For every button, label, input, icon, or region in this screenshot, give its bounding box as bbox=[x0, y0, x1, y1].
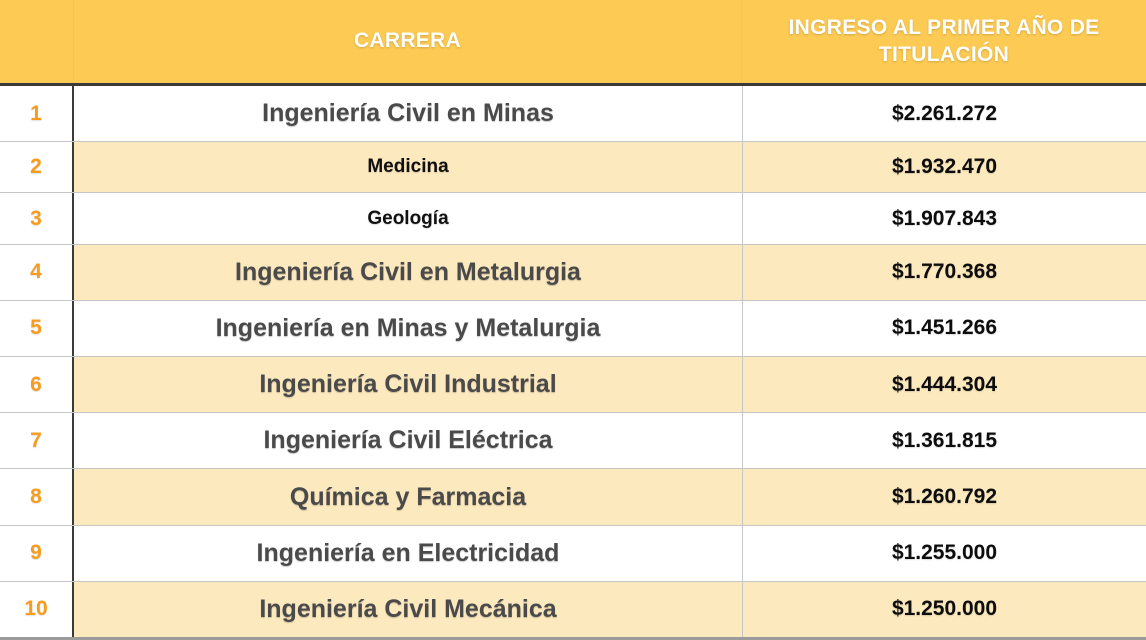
career-name: Ingeniería Civil en Metalurgia bbox=[235, 257, 581, 286]
income-cell: $1.907.843 bbox=[742, 193, 1146, 244]
career-header-label: CARRERA bbox=[353, 29, 462, 53]
income-header-label: INGRESO AL PRIMER AÑO DE TITULACIÓN bbox=[788, 16, 1100, 66]
table-row: 9 Ingeniería en Electricidad $1.255.000 bbox=[0, 524, 1146, 581]
career-cell: Ingeniería Civil Industrial bbox=[74, 357, 742, 413]
income-header-cell: INGRESO AL PRIMER AÑO DE TITULACIÓN bbox=[742, 0, 1146, 83]
table-header-row: CARRERA INGRESO AL PRIMER AÑO DE TITULAC… bbox=[0, 0, 1146, 86]
income-cell: $1.250.000 bbox=[742, 581, 1146, 638]
career-cell: Ingeniería Civil en Minas bbox=[74, 86, 742, 141]
career-cell: Ingeniería en Minas y Metalurgia bbox=[74, 301, 742, 356]
income-cell: $1.255.000 bbox=[742, 525, 1146, 581]
rank-cell: 6 bbox=[0, 357, 74, 413]
income-cell: $1.932.470 bbox=[742, 142, 1146, 193]
rank-number: 5 bbox=[30, 316, 42, 340]
career-name: Geología bbox=[367, 207, 449, 229]
income-cell: $1.361.815 bbox=[742, 413, 1146, 469]
career-cell: Ingeniería Civil Mecánica bbox=[74, 581, 742, 638]
rank-cell: 8 bbox=[0, 469, 74, 525]
career-name: Química y Farmacia bbox=[289, 482, 527, 511]
rank-cell: 10 bbox=[0, 581, 74, 638]
table-row: 1 Ingeniería Civil en Minas $2.261.272 bbox=[0, 86, 1146, 142]
career-cell: Geología bbox=[74, 193, 742, 243]
rank-number: 6 bbox=[30, 372, 42, 396]
career-name: Ingeniería en Minas y Metalurgia bbox=[215, 313, 601, 342]
rank-cell: 4 bbox=[0, 244, 74, 300]
rank-cell: 2 bbox=[0, 142, 74, 193]
income-value: $1.444.304 bbox=[891, 372, 998, 396]
career-header-cell: CARRERA bbox=[74, 0, 742, 83]
career-cell: Ingeniería Civil en Metalurgia bbox=[74, 244, 742, 300]
career-name: Ingeniería Civil Mecánica bbox=[259, 594, 557, 623]
rank-cell: 5 bbox=[0, 300, 74, 357]
table-row: 6 Ingeniería Civil Industrial $1.444.304 bbox=[0, 356, 1146, 413]
rank-number: 1 bbox=[30, 101, 42, 125]
table-row: 7 Ingeniería Civil Eléctrica $1.361.815 bbox=[0, 412, 1146, 469]
income-cell: $1.451.266 bbox=[742, 300, 1146, 357]
career-name: Ingeniería Civil en Minas bbox=[262, 99, 554, 128]
income-value: $1.451.266 bbox=[891, 316, 998, 340]
table-row: 10 Ingeniería Civil Mecánica $1.250.000 bbox=[0, 580, 1146, 638]
income-cell: $1.444.304 bbox=[742, 357, 1146, 413]
career-cell: Ingeniería Civil Eléctrica bbox=[74, 413, 742, 468]
rank-number: 8 bbox=[30, 485, 42, 509]
income-cell: $1.770.368 bbox=[742, 244, 1146, 300]
career-cell: Química y Farmacia bbox=[74, 469, 742, 525]
table-row: 8 Química y Farmacia $1.260.792 bbox=[0, 468, 1146, 525]
rank-cell: 3 bbox=[0, 193, 74, 244]
rank-header-cell bbox=[0, 0, 74, 83]
career-cell: Medicina bbox=[74, 142, 742, 193]
income-cell: $2.261.272 bbox=[742, 86, 1146, 142]
rank-cell: 7 bbox=[0, 413, 74, 469]
career-name: Ingeniería en Electricidad bbox=[256, 538, 560, 567]
rank-cell: 9 bbox=[0, 525, 74, 581]
income-value: $1.361.815 bbox=[891, 428, 998, 452]
career-name: Medicina bbox=[367, 156, 449, 178]
income-value: $1.250.000 bbox=[891, 597, 998, 621]
table-body: 1 Ingeniería Civil en Minas $2.261.272 2… bbox=[0, 86, 1146, 638]
career-name: Ingeniería Civil Eléctrica bbox=[263, 426, 553, 455]
income-value: $2.261.272 bbox=[891, 101, 998, 125]
rank-number: 9 bbox=[30, 541, 42, 565]
table-row: 5 Ingeniería en Minas y Metalurgia $1.45… bbox=[0, 299, 1146, 357]
rank-number: 7 bbox=[30, 428, 42, 452]
career-name: Ingeniería Civil Industrial bbox=[259, 370, 557, 399]
rank-number: 2 bbox=[30, 155, 42, 179]
income-value: $1.907.843 bbox=[891, 206, 998, 230]
rank-cell: 1 bbox=[0, 86, 74, 142]
income-value: $1.770.368 bbox=[891, 260, 998, 284]
rank-number: 10 bbox=[24, 597, 48, 621]
rank-number: 3 bbox=[30, 206, 42, 230]
table-row: 4 Ingeniería Civil en Metalurgia $1.770.… bbox=[0, 243, 1146, 300]
bottom-border-bar bbox=[0, 637, 1146, 640]
income-value: $1.932.470 bbox=[891, 155, 998, 179]
table-row: 3 Geología $1.907.843 bbox=[0, 192, 1146, 244]
career-cell: Ingeniería en Electricidad bbox=[74, 526, 742, 581]
income-value: $1.260.792 bbox=[891, 485, 998, 509]
income-value: $1.255.000 bbox=[891, 541, 998, 565]
rank-number: 4 bbox=[30, 260, 42, 284]
income-cell: $1.260.792 bbox=[742, 469, 1146, 525]
table-row: 2 Medicina $1.932.470 bbox=[0, 141, 1146, 193]
